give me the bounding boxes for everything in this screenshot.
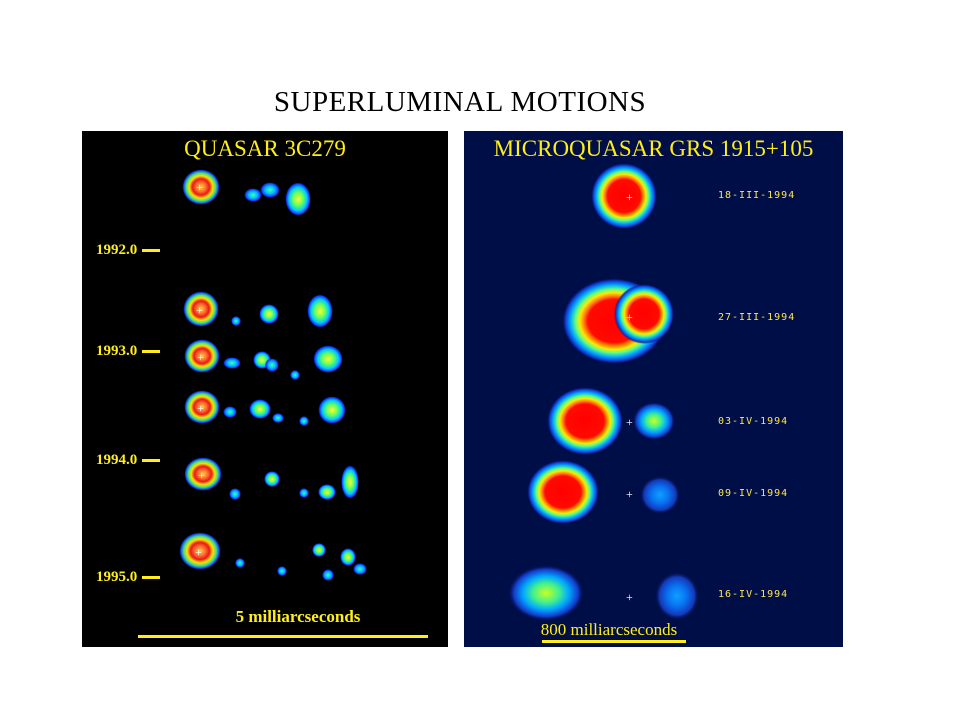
quasar-epoch-5: + [184,457,359,500]
year-tick [142,249,161,252]
year-label-1995: 1995.0 [96,569,161,586]
quasar-image: + + + + [179,169,367,581]
quasar-scale-bar [138,635,428,638]
year-label-1994: 1994.0 [96,452,161,469]
quasar-epoch-3: + [184,339,343,380]
microquasar-epoch-4: + [527,460,680,524]
quasar-epoch-6: + [179,532,367,581]
quasar-panel: + + + + [82,131,448,647]
quasar-scale-label: 5 milliarcseconds [235,607,361,626]
year-text: 1994.0 [96,452,138,468]
svg-text:+: + [626,590,633,604]
svg-text:+: + [626,487,633,501]
svg-text:+: + [195,545,202,559]
quasar-epoch-4: + [184,390,346,426]
date-label-1: 18-III-1994 [718,190,796,201]
svg-text:+: + [197,401,204,415]
date-label-3: 03-IV-1994 [718,416,789,427]
year-label-1992: 1992.0 [96,242,161,259]
microquasar-panel: + + + + + MICROQUASAR GRS 1915+105 18-II… [464,131,843,647]
year-tick [142,576,161,579]
microquasar-epoch-2: + [562,278,674,364]
svg-text:+: + [626,310,633,324]
svg-text:+: + [196,180,203,194]
microquasar-panel-title: MICROQUASAR GRS 1915+105 [493,136,814,161]
quasar-epoch-1: + [182,169,311,216]
microquasar-image: + + + + + [508,163,699,621]
microquasar-scale-label: 800 milliarcseconds [540,620,678,639]
year-text: 1992.0 [96,242,138,258]
svg-text:+: + [196,303,203,317]
year-tick [142,350,161,353]
date-label-5: 16-IV-1994 [718,589,789,600]
microquasar-epoch-1: + [591,163,657,229]
svg-text:+: + [197,350,204,364]
microquasar-epoch-5: + [508,565,699,621]
svg-text:+: + [198,468,205,482]
slide-title: SUPERLUMINAL MOTIONS [273,86,647,118]
date-label-4: 09-IV-1994 [718,488,789,499]
svg-text:+: + [626,190,633,204]
year-text: 1993.0 [96,343,138,359]
microquasar-scale-bar [542,640,686,643]
quasar-panel-title: QUASAR 3C279 [184,136,346,161]
microquasar-epoch-3: + [547,387,675,455]
date-label-2: 27-III-1994 [718,312,796,323]
year-text: 1995.0 [96,569,138,585]
year-label-1993: 1993.0 [96,343,161,360]
quasar-epoch-2: + [183,291,333,328]
year-tick [142,459,161,462]
svg-text:+: + [626,415,633,429]
